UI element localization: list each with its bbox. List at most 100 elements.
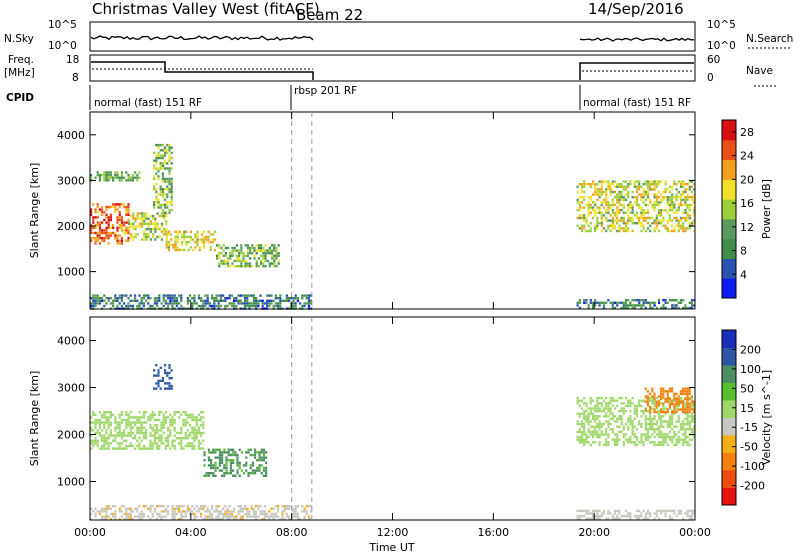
data-cell	[622, 407, 625, 410]
data-cell	[105, 510, 108, 513]
data-cell	[120, 515, 123, 518]
data-cell	[613, 185, 617, 188]
data-cell	[195, 421, 198, 424]
data-cell	[605, 229, 608, 233]
data-cell	[94, 304, 97, 308]
data-cell	[271, 254, 274, 257]
data-cell	[675, 299, 678, 302]
data-cell	[125, 231, 128, 235]
data-cell	[263, 505, 266, 508]
data-cell	[664, 407, 667, 410]
data-cell	[631, 216, 634, 220]
data-cell	[271, 249, 274, 252]
data-cell	[187, 235, 190, 239]
data-cell	[305, 510, 308, 513]
data-cell	[638, 441, 641, 444]
data-cell	[668, 299, 672, 302]
data-cell	[622, 441, 625, 444]
data-cell	[140, 518, 143, 521]
data-cell	[178, 302, 181, 305]
data-cell	[118, 234, 121, 237]
data-cell	[668, 196, 672, 199]
data-cell	[688, 425, 691, 428]
data-cell	[633, 214, 636, 217]
data-cell	[186, 299, 189, 302]
data-cell	[686, 415, 689, 418]
data-cell	[657, 400, 660, 403]
data-cell	[662, 435, 665, 439]
data-cell	[635, 201, 639, 204]
data-cell	[232, 461, 235, 464]
data-cell	[160, 437, 163, 440]
data-cell	[96, 421, 99, 424]
data-cell	[181, 235, 184, 239]
data-cell	[642, 188, 645, 191]
data-cell	[167, 510, 170, 513]
data-cell	[165, 241, 168, 244]
data-cell	[673, 403, 676, 406]
data-cell	[649, 420, 652, 423]
data-cell	[596, 509, 599, 513]
data-cell	[211, 297, 214, 300]
data-cell	[147, 447, 150, 450]
data-cell	[642, 216, 645, 220]
data-cell	[166, 201, 169, 204]
data-cell	[622, 428, 625, 431]
data-cell	[277, 507, 280, 510]
data-cell	[609, 183, 612, 186]
data-cell	[629, 399, 632, 402]
data-cell	[156, 431, 159, 435]
data-cell	[240, 246, 243, 250]
data-cell	[134, 294, 137, 297]
data-cell	[114, 237, 117, 240]
data-cell	[221, 459, 224, 462]
data-cell	[587, 304, 590, 307]
data-cell	[244, 262, 247, 265]
data-cell	[594, 227, 597, 230]
data-cell	[157, 143, 160, 147]
data-cell	[622, 412, 625, 415]
data-cell	[101, 299, 104, 302]
data-cell	[618, 509, 621, 513]
data-cell	[686, 405, 689, 409]
data-cell	[223, 464, 226, 467]
data-cell	[165, 233, 168, 236]
data-cell	[168, 208, 171, 212]
data-cell	[263, 515, 266, 518]
data-cell	[690, 400, 693, 403]
data-cell	[657, 425, 661, 428]
data-cell	[605, 198, 608, 201]
data-cell	[657, 203, 661, 207]
data-cell	[109, 431, 112, 435]
data-cell	[169, 429, 172, 432]
data-cell	[655, 180, 658, 183]
data-cell	[673, 425, 676, 428]
data-cell	[193, 426, 196, 429]
data-cell	[668, 390, 671, 393]
data-cell	[671, 400, 674, 403]
data-cell	[92, 226, 95, 229]
data-cell	[631, 433, 634, 436]
data-cell	[686, 403, 689, 406]
data-cell	[585, 512, 588, 515]
data-cell	[168, 377, 171, 380]
data-cell	[591, 441, 595, 444]
data-cell	[185, 235, 188, 239]
data-cell	[191, 304, 194, 308]
data-cell	[145, 429, 148, 432]
data-cell	[109, 442, 112, 445]
data-cell	[204, 518, 207, 521]
data-cell	[624, 306, 628, 310]
data-cell	[116, 234, 119, 237]
data-cell	[98, 510, 101, 513]
data-cell	[596, 430, 599, 434]
data-cell	[627, 203, 630, 207]
data-cell	[129, 421, 132, 424]
data-cell	[589, 430, 592, 434]
data-cell	[101, 221, 104, 224]
data-cell	[101, 231, 104, 235]
data-cell	[112, 512, 115, 516]
data-cell	[622, 229, 625, 233]
data-cell	[186, 437, 189, 440]
data-cell	[168, 172, 171, 175]
